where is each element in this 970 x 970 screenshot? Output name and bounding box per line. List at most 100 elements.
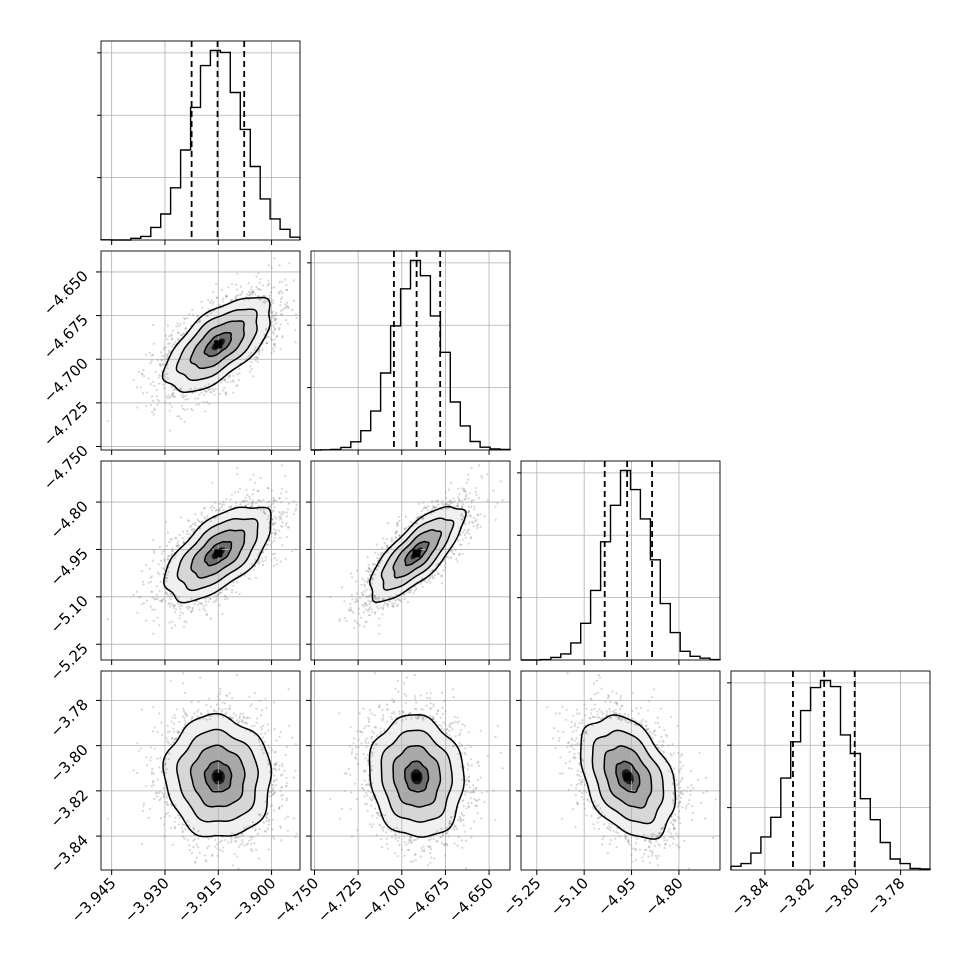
scatter-point bbox=[171, 737, 174, 740]
scatter-point bbox=[370, 582, 373, 585]
scatter-point bbox=[360, 591, 363, 595]
scatter-point bbox=[278, 735, 281, 739]
scatter-point bbox=[185, 714, 188, 717]
scatter-point bbox=[192, 528, 196, 531]
scatter-point bbox=[220, 503, 223, 506]
scatter-point bbox=[272, 324, 275, 327]
scatter-point bbox=[209, 705, 212, 708]
scatter-point bbox=[355, 757, 358, 760]
scatter-point bbox=[591, 724, 594, 727]
scatter-point bbox=[209, 597, 212, 601]
scatter-point bbox=[645, 849, 648, 852]
scatter-point bbox=[170, 395, 173, 398]
scatter-point bbox=[162, 348, 165, 351]
scatter-point bbox=[281, 793, 284, 796]
y-tick-label: −3.84 bbox=[47, 831, 92, 876]
scatter-point bbox=[171, 386, 174, 389]
scatter-point bbox=[367, 608, 370, 611]
scatter-point bbox=[384, 831, 387, 834]
scatter-point bbox=[258, 813, 262, 816]
scatter-point bbox=[494, 735, 497, 739]
scatter-point bbox=[408, 848, 411, 851]
scatter-point bbox=[136, 406, 139, 409]
scatter-point bbox=[652, 688, 655, 691]
scatter-point bbox=[625, 720, 628, 723]
scatter-point bbox=[275, 311, 278, 314]
scatter-point bbox=[141, 373, 144, 376]
scatter-point bbox=[673, 820, 676, 823]
scatter-point bbox=[396, 679, 399, 682]
scatter-point bbox=[278, 807, 281, 810]
scatter-point bbox=[285, 745, 288, 748]
scatter-point bbox=[223, 386, 226, 389]
scatter-point bbox=[429, 702, 432, 705]
y-tick-label: −5.25 bbox=[47, 639, 92, 684]
scatter-point bbox=[270, 338, 274, 342]
scatter-point bbox=[265, 813, 268, 816]
scatter-point bbox=[450, 481, 453, 484]
scatter-point bbox=[232, 380, 235, 383]
scatter-point bbox=[673, 813, 676, 816]
scatter-point bbox=[412, 839, 415, 842]
scatter-point bbox=[255, 356, 258, 359]
scatter-point bbox=[390, 537, 393, 540]
scatter-point bbox=[463, 489, 467, 492]
scatter-point bbox=[369, 606, 372, 609]
scatter-point bbox=[245, 357, 248, 360]
scatter-point bbox=[230, 298, 233, 301]
scatter-point bbox=[457, 496, 460, 499]
scatter-point bbox=[390, 718, 394, 721]
scatter-point bbox=[273, 767, 276, 770]
scatter-point bbox=[663, 839, 666, 842]
scatter-point bbox=[499, 751, 502, 755]
scatter-point bbox=[396, 521, 399, 525]
scatter-point bbox=[422, 716, 425, 719]
scatter-point bbox=[248, 293, 251, 297]
scatter-point bbox=[205, 517, 208, 520]
scatter-point bbox=[159, 363, 162, 367]
scatter-point bbox=[167, 352, 170, 355]
scatter-point bbox=[673, 752, 676, 755]
scatter-point bbox=[251, 493, 254, 496]
scatter-point bbox=[349, 608, 352, 612]
scatter-point bbox=[450, 815, 453, 819]
scatter-point bbox=[661, 826, 664, 829]
scatter-point bbox=[705, 790, 708, 793]
scatter-point bbox=[363, 769, 366, 773]
scatter-point bbox=[237, 378, 241, 382]
scatter-point bbox=[414, 697, 417, 700]
scatter-point bbox=[440, 575, 443, 578]
scatter-point bbox=[697, 778, 700, 781]
scatter-point bbox=[152, 619, 155, 623]
scatter-point bbox=[172, 388, 175, 391]
scatter-point bbox=[153, 551, 156, 554]
scatter-point bbox=[660, 827, 664, 830]
scatter-point bbox=[607, 694, 610, 697]
scatter-point bbox=[136, 590, 139, 593]
scatter-point bbox=[284, 319, 288, 322]
scatter-point bbox=[441, 499, 444, 502]
scatter-point bbox=[212, 300, 215, 303]
scatter-point bbox=[157, 563, 160, 566]
scatter-point bbox=[214, 845, 217, 848]
scatter-point bbox=[241, 841, 244, 845]
y-tick-label: −4.95 bbox=[47, 545, 92, 590]
scatter-point bbox=[462, 515, 465, 518]
scatter-point bbox=[415, 521, 418, 525]
scatter-point bbox=[177, 325, 180, 328]
scatter-point bbox=[197, 837, 200, 840]
scatter-point bbox=[371, 735, 374, 738]
scatter-point bbox=[292, 513, 295, 516]
scatter-point bbox=[152, 783, 155, 786]
scatter-point bbox=[566, 746, 569, 749]
scatter-point bbox=[470, 827, 473, 830]
scatter-point bbox=[193, 712, 196, 715]
scatter-point bbox=[381, 597, 384, 600]
scatter-point bbox=[397, 515, 400, 518]
scatter-point bbox=[246, 293, 249, 296]
scatter-point bbox=[158, 624, 161, 627]
scatter-point bbox=[272, 496, 275, 499]
scatter-point bbox=[142, 369, 145, 372]
scatter-point bbox=[345, 772, 348, 775]
scatter-point bbox=[610, 826, 613, 829]
